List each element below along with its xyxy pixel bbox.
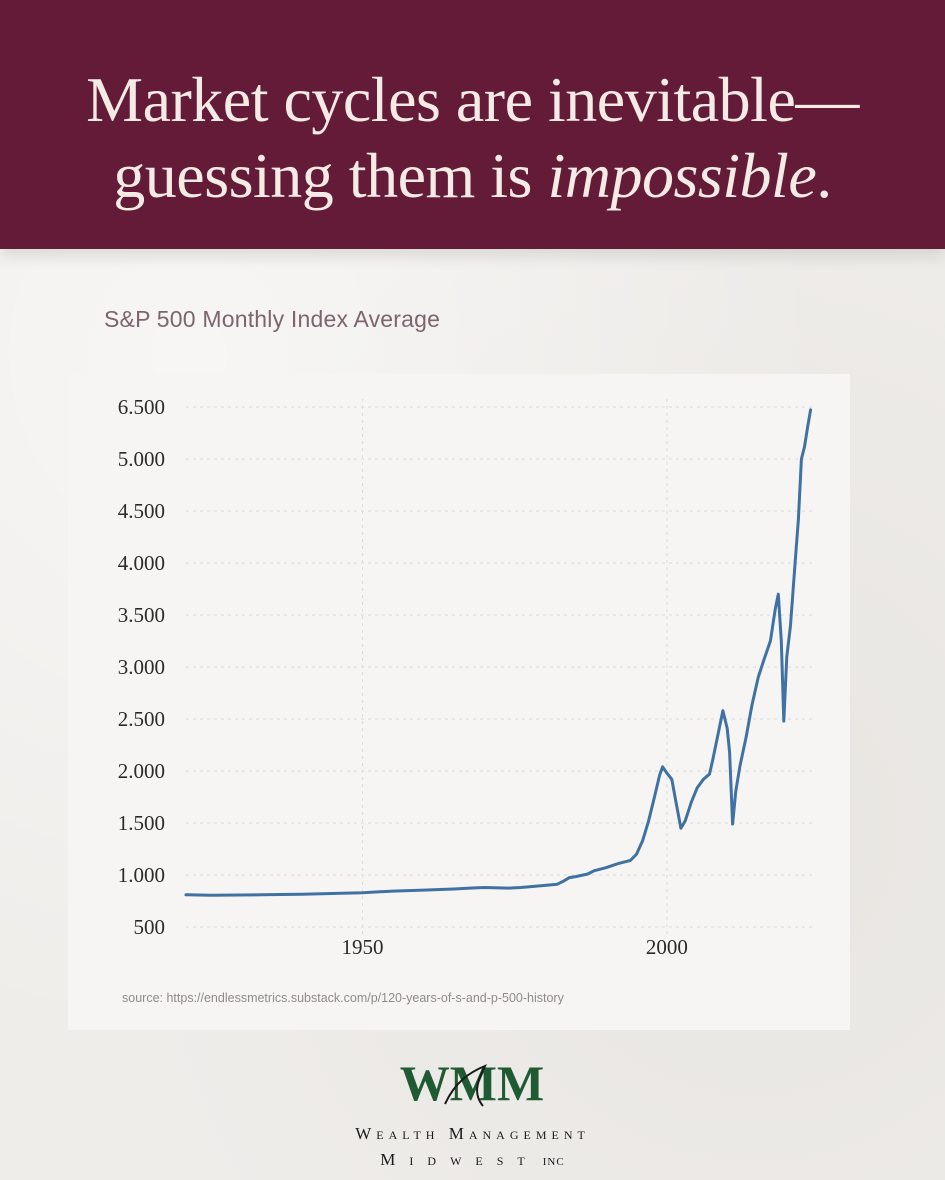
brand-name-line1: Wealth Management	[355, 1124, 590, 1143]
headline-line2: guessing them is impossible.	[0, 138, 945, 214]
x-tick-label: 1950	[342, 935, 384, 959]
source-note: source: https://endlessmetrics.substack.…	[122, 991, 564, 1005]
chart-svg: 6.500 5.000 4.500 4.000 3.500 3.000 2.500 2.000…	[118, 395, 813, 959]
y-tick-label: 6.500	[118, 395, 165, 419]
y-tick-label: 1.500	[118, 811, 165, 835]
headline-line2-suffix: .	[816, 140, 832, 211]
headline-line1: Market cycles are inevitable—	[86, 64, 859, 135]
brand-logo-flourish	[444, 1064, 488, 1107]
headline-emphasis: impossible	[547, 140, 817, 211]
headline-line2-prefix: guessing them is	[113, 140, 548, 211]
y-tick-label: 2.500	[118, 707, 165, 731]
y-tick-label: 3.000	[118, 655, 165, 679]
y-tick-label: 3.500	[118, 603, 165, 627]
brand-logo-text: WMM	[400, 1055, 544, 1111]
x-tick-label: 2000	[646, 935, 688, 959]
brand-name-inc: INC	[542, 1156, 565, 1168]
chart-title: S&P 500 Monthly Index Average	[104, 306, 441, 332]
chart-card: 6.500 5.000 4.500 4.000 3.500 3.000 2.500 2.000…	[68, 374, 850, 1030]
header-banner: Market cycles are inevitable— guessing t…	[0, 0, 945, 249]
y-tick-label: 500	[134, 915, 166, 939]
y-tick-label: 2.000	[118, 759, 165, 783]
y-tick-label: 4.000	[118, 551, 165, 575]
brand-name-line2: Midwest INC	[0, 1150, 945, 1170]
brand-name-line2-text: Midwest	[380, 1150, 539, 1169]
headline: Market cycles are inevitable— guessing t…	[0, 62, 945, 214]
series-line	[184, 408, 813, 897]
y-tick-label: 1.000	[118, 863, 165, 887]
y-tick-label: 4.500	[118, 499, 165, 523]
brand-logo-mark: WMM	[400, 1055, 544, 1111]
y-tick-label: 5.000	[118, 447, 165, 471]
